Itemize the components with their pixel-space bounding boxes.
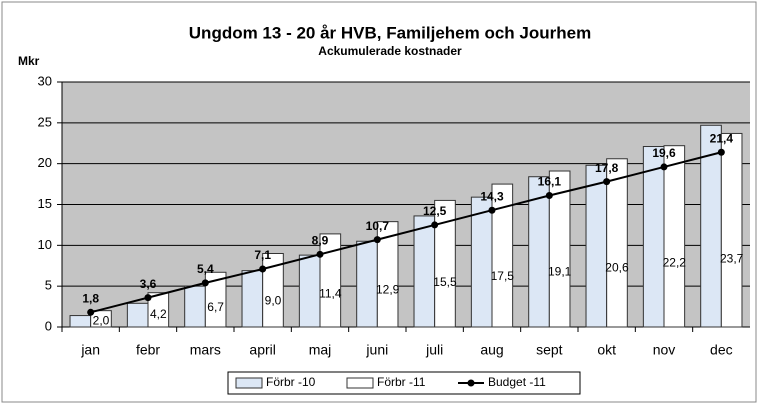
y-tick-label: 10 — [38, 237, 52, 252]
budget-line — [90, 151, 722, 314]
bar — [356, 240, 378, 328]
budget-point — [603, 178, 611, 186]
y-tick-label: 30 — [38, 73, 52, 88]
bar — [319, 233, 342, 328]
budget-point — [545, 192, 553, 200]
line-value-label: 1,8 — [82, 291, 99, 305]
legend-label: Förbr -10 — [266, 375, 316, 389]
line-value-label: 8,9 — [312, 233, 329, 247]
bar — [69, 315, 92, 328]
budget-point — [488, 206, 496, 214]
budget-point — [259, 265, 267, 273]
budget-point — [431, 221, 439, 229]
x-tick-label: jan — [80, 342, 100, 358]
y-tick-label: 0 — [45, 318, 52, 333]
y-tick-label: 25 — [38, 114, 52, 129]
x-tick-label: febr — [136, 342, 160, 358]
bar-value-label: 15,5 — [433, 275, 457, 289]
chart-subtitle: Ackumulerade kostnader — [318, 44, 462, 58]
y-tick-label: 15 — [38, 196, 52, 211]
bar — [376, 221, 399, 328]
bar — [298, 254, 321, 328]
y-tick-label: 20 — [38, 155, 52, 170]
legend-swatch — [346, 377, 374, 389]
budget-point — [87, 308, 95, 316]
chart-title: Ungdom 13 - 20 år HVB, Familjehem och Jo… — [189, 23, 591, 42]
bar — [413, 215, 436, 328]
bar-value-label: 23,7 — [720, 251, 744, 265]
bar — [434, 199, 456, 328]
bar-value-label: 4,2 — [150, 307, 167, 321]
x-tick-label: aug — [480, 342, 503, 358]
x-tick-label: juni — [365, 342, 388, 358]
bar-value-label: 2,0 — [93, 313, 110, 327]
bar-value-label: 9,0 — [265, 293, 282, 307]
x-tick-label: dec — [710, 342, 733, 358]
y-axis-label: Mkr — [18, 54, 40, 68]
bar-value-label: 12,9 — [376, 282, 400, 296]
budget-point — [201, 279, 209, 287]
y-tick-label: 5 — [45, 278, 52, 293]
line-value-label: 3,6 — [140, 277, 157, 291]
bar-value-label: 22,2 — [663, 256, 687, 270]
x-tick-label: nov — [653, 342, 676, 358]
bar — [720, 132, 743, 328]
legend-box — [227, 371, 581, 395]
x-tick-label: okt — [597, 342, 616, 358]
bar — [184, 285, 206, 328]
bar-value-label: 19,1 — [548, 265, 572, 279]
bar-value-label: 17,5 — [491, 269, 515, 283]
line-value-label: 10,7 — [366, 219, 390, 233]
line-value-label: 21,4 — [710, 131, 734, 145]
bar — [241, 270, 264, 328]
budget-point — [717, 148, 725, 156]
bar — [606, 158, 628, 328]
legend-point — [467, 379, 475, 387]
x-tick-label: juli — [425, 342, 443, 358]
bar — [585, 164, 608, 328]
bar-value-label: 11,4 — [319, 287, 342, 301]
legend-label: Budget -11 — [488, 375, 546, 389]
bar — [548, 170, 571, 328]
bar-value-label: 20,6 — [605, 260, 629, 274]
budget-point — [144, 294, 152, 302]
line-value-label: 5,4 — [197, 262, 214, 276]
x-tick-label: mars — [190, 342, 221, 358]
legend-swatch — [235, 377, 263, 389]
bar — [204, 271, 227, 328]
line-value-label: 14,3 — [480, 189, 504, 203]
bar-value-label: 6,7 — [207, 300, 224, 314]
bar — [491, 183, 514, 328]
bar — [262, 253, 284, 328]
bar — [642, 146, 665, 328]
x-tick-label: april — [249, 342, 275, 358]
bar — [147, 292, 170, 328]
bar — [126, 302, 149, 328]
line-value-label: 7,1 — [254, 248, 271, 262]
line-value-label: 12,5 — [423, 204, 447, 218]
budget-point — [316, 250, 324, 258]
budget-point — [373, 236, 381, 244]
bar — [663, 145, 686, 328]
x-tick-label: sept — [536, 342, 563, 358]
x-tick-label: maj — [309, 342, 332, 358]
line-value-label: 19,6 — [652, 146, 676, 160]
bar — [470, 196, 493, 328]
line-value-label: 17,8 — [595, 161, 619, 175]
budget-point — [660, 163, 668, 171]
line-value-label: 16,1 — [538, 175, 562, 189]
legend-label: Förbr -11 — [377, 375, 426, 389]
